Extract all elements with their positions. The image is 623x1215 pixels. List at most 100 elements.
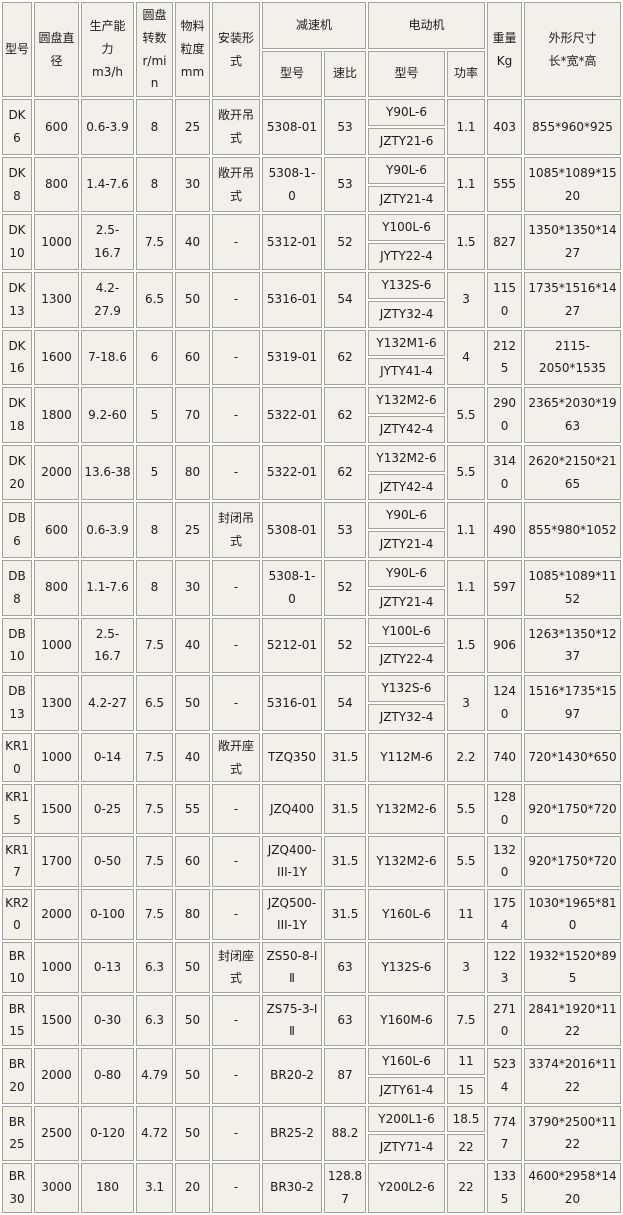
cell-diameter: 1000 <box>34 214 79 270</box>
table-row: BR15 1500 0-30 6.3 50- ZS75-3-Ⅰ Ⅱ 63 Y160M-6 7.5… <box>2 994 622 1046</box>
cell-weight: 5234 <box>487 1047 523 1104</box>
cell-motor-model: Y200L2-6 <box>368 1163 446 1213</box>
table-row: KR10 1000 0-14 7.5 40 敞开座式 TZQ350 31.5 Y112M-6 2.… <box>2 732 622 783</box>
cell-capacity: 0-25 <box>81 784 134 834</box>
table-row: BR10 1000 0-13 6.3 50 封闭座式 ZS50-8-Ⅰ Ⅱ 63 Y132S-6… <box>2 941 622 993</box>
header-granularity: 物料粒度 mm <box>175 2 210 98</box>
cell-reducer-model: 5322-01 <box>262 444 322 501</box>
cell-capacity: 9.2-60 <box>81 387 134 443</box>
cell-reducer-model: 5308-1-0 <box>262 156 322 213</box>
cell-install: 敞开吊式 <box>212 99 260 155</box>
table-row: JZTY22-4 <box>2 646 621 674</box>
header-motor-group: 电动机 <box>368 2 486 49</box>
cell-model: KR10 <box>2 732 32 783</box>
cell-weight: 1320 <box>487 835 523 887</box>
cell-diameter: 1000 <box>34 732 79 783</box>
cell-motor-power: 1.1 <box>447 99 486 155</box>
cell-capacity: 2.5-16.7 <box>81 214 134 270</box>
cell-reducer-ratio: 31.5 <box>324 888 367 940</box>
cell-speed: 5 <box>136 387 173 443</box>
cell-motor-model: Y132M2-6 <box>368 784 446 834</box>
cell-motor-power: 5.5 <box>447 835 486 887</box>
cell-install: 封闭座式 <box>212 941 260 993</box>
cell-reducer-model: 5316-01 <box>262 675 322 731</box>
cell-motor-model: JYTY22-4 <box>368 243 446 270</box>
cell-capacity: 0-100 <box>81 888 134 940</box>
cell-motor-power: 5.5 <box>447 387 486 443</box>
cell-weight: 2125 <box>487 329 523 386</box>
cell-reducer-model: JZQ500-III-1Y <box>262 888 322 940</box>
cell-reducer-ratio: 62 <box>324 387 367 443</box>
cell-capacity: 0-80 <box>81 1047 134 1104</box>
header-reducer-model: 型号 <box>262 50 322 98</box>
cell-model: DK13 <box>2 271 32 328</box>
cell-motor-model: Y160M-6 <box>368 994 446 1046</box>
cell-speed: 8 <box>136 502 173 558</box>
cell-diameter: 3000 <box>34 1163 79 1213</box>
cell-capacity: 0-50 <box>81 835 134 887</box>
cell-motor-model: JZTY71-4 <box>368 1134 446 1162</box>
cell-model: DK16 <box>2 329 32 386</box>
cell-dims: 1030*1965*810 <box>524 888 622 940</box>
cell-motor-power: 2.2 <box>447 732 486 783</box>
cell-install: - <box>212 559 260 616</box>
cell-install: - <box>212 784 260 834</box>
cell-reducer-ratio: 31.5 <box>324 784 367 834</box>
header-reducer-group: 减速机 <box>262 2 367 49</box>
cell-granularity: 80 <box>175 888 210 940</box>
cell-reducer-model: BR25-2 <box>262 1105 322 1162</box>
header-reducer-ratio: 速比 <box>324 50 367 98</box>
cell-granularity: 60 <box>175 329 210 386</box>
cell-reducer-ratio: 53 <box>324 156 367 213</box>
cell-speed: 6.5 <box>136 271 173 328</box>
cell-motor-model: Y132M2-6 <box>368 387 446 414</box>
cell-motor-model: JZTY32-4 <box>368 300 446 328</box>
cell-install: 敞开吊式 <box>212 156 260 213</box>
cell-install: - <box>212 1047 260 1104</box>
header-install: 安装形式 <box>212 2 260 98</box>
cell-motor-power: 1.5 <box>447 214 486 270</box>
cell-dims: 3790*2500*1122 <box>524 1105 622 1162</box>
cell-reducer-model: 5312-01 <box>262 214 322 270</box>
cell-model: BR10 <box>2 941 32 993</box>
cell-speed: 7.5 <box>136 888 173 940</box>
cell-diameter: 800 <box>34 156 79 213</box>
cell-dims: 855*960*925 <box>524 99 622 155</box>
header-weight: 重量 Kg <box>487 2 523 98</box>
cell-motor-power: 18.5 <box>447 1105 486 1133</box>
cell-dims: 1085*1089*1152 <box>524 559 622 616</box>
cell-model: KR17 <box>2 835 32 887</box>
cell-speed: 6.5 <box>136 675 173 731</box>
cell-model: DK6 <box>2 99 32 155</box>
cell-reducer-ratio: 63 <box>324 994 367 1046</box>
table-row: DK20 2000 13.6-38 5 80-5322-01 62 Y132M2-6 5.5 3… <box>2 444 622 501</box>
cell-motor-model: Y90L-6 <box>368 502 446 530</box>
cell-install: - <box>212 994 260 1046</box>
cell-speed: 3.1 <box>136 1163 173 1213</box>
cell-granularity: 40 <box>175 732 210 783</box>
cell-model: DK18 <box>2 387 32 443</box>
cell-dims: 920*1750*720 <box>524 835 622 887</box>
cell-motor-model: Y132M2-6 <box>368 444 446 472</box>
table-row: JZTY21-4 <box>2 185 621 213</box>
cell-reducer-ratio: 62 <box>324 329 367 386</box>
header-disc-diameter: 圆盘直径 <box>34 2 79 98</box>
cell-reducer-model: 5308-01 <box>262 99 322 155</box>
cell-dims: 2841*1920*1122 <box>524 994 622 1046</box>
cell-speed: 7.5 <box>136 214 173 270</box>
cell-reducer-model: BR30-2 <box>262 1163 322 1213</box>
cell-weight: 490 <box>487 502 523 558</box>
cell-capacity: 0-120 <box>81 1105 134 1162</box>
cell-reducer-model: JZQ400-III-1Y <box>262 835 322 887</box>
cell-model: BR25 <box>2 1105 32 1162</box>
cell-diameter: 1300 <box>34 675 79 731</box>
cell-granularity: 50 <box>175 271 210 328</box>
cell-reducer-model: 5308-1-0 <box>262 559 322 616</box>
cell-motor-model: JZTY21-6 <box>368 127 446 155</box>
cell-install: - <box>212 1163 260 1213</box>
cell-weight: 2900 <box>487 387 523 443</box>
cell-install: - <box>212 214 260 270</box>
cell-model: DK10 <box>2 214 32 270</box>
cell-reducer-model: 5212-01 <box>262 617 322 674</box>
cell-reducer-ratio: 87 <box>324 1047 367 1104</box>
